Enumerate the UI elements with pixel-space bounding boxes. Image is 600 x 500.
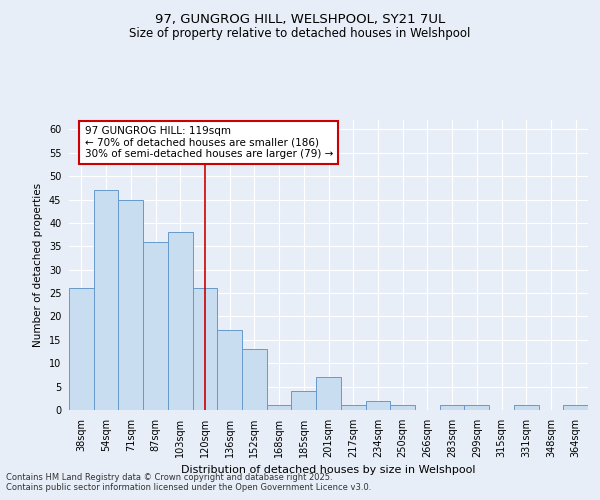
Bar	[390, 406, 415, 410]
Text: Size of property relative to detached houses in Welshpool: Size of property relative to detached ho…	[130, 28, 470, 40]
Bar	[193, 288, 217, 410]
Text: Contains public sector information licensed under the Open Government Licence v3: Contains public sector information licen…	[6, 484, 371, 492]
Text: 97 GUNGROG HILL: 119sqm
← 70% of detached houses are smaller (186)
30% of semi-d: 97 GUNGROG HILL: 119sqm ← 70% of detache…	[85, 126, 333, 159]
Y-axis label: Number of detached properties: Number of detached properties	[34, 183, 43, 347]
Bar	[118, 200, 143, 410]
Text: 97, GUNGROG HILL, WELSHPOOL, SY21 7UL: 97, GUNGROG HILL, WELSHPOOL, SY21 7UL	[155, 12, 445, 26]
Bar	[69, 288, 94, 410]
Bar	[464, 406, 489, 410]
Bar	[94, 190, 118, 410]
Bar	[143, 242, 168, 410]
X-axis label: Distribution of detached houses by size in Welshpool: Distribution of detached houses by size …	[181, 466, 476, 475]
Bar	[217, 330, 242, 410]
Bar	[242, 349, 267, 410]
Bar	[292, 392, 316, 410]
Bar	[514, 406, 539, 410]
Bar	[365, 400, 390, 410]
Bar	[440, 406, 464, 410]
Text: Contains HM Land Registry data © Crown copyright and database right 2025.: Contains HM Land Registry data © Crown c…	[6, 474, 332, 482]
Bar	[316, 378, 341, 410]
Bar	[267, 406, 292, 410]
Bar	[168, 232, 193, 410]
Bar	[341, 406, 365, 410]
Bar	[563, 406, 588, 410]
